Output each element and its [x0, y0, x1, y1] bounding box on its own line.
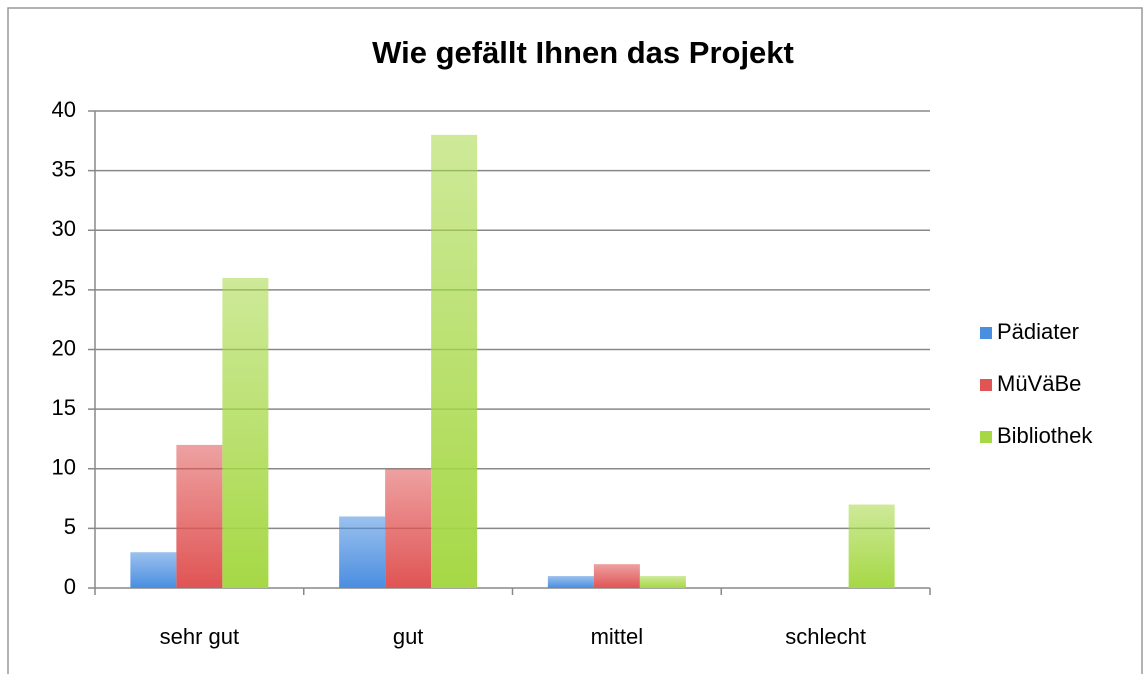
- x-tick-label: gut: [393, 624, 424, 649]
- y-tick-label: 0: [64, 574, 76, 599]
- y-tick-label: 40: [52, 97, 76, 122]
- bar: [431, 134, 478, 588]
- bar: [547, 576, 594, 588]
- y-tick-label: 35: [52, 156, 76, 181]
- legend-swatch: [980, 379, 992, 391]
- y-tick-label: 30: [52, 216, 76, 241]
- legend-swatch: [980, 327, 992, 339]
- legend-label: Pädiater: [997, 319, 1079, 344]
- chart-title: Wie gefällt Ihnen das Projekt: [372, 35, 794, 70]
- legend-swatch: [980, 431, 992, 443]
- bar: [848, 504, 895, 588]
- y-tick-label: 15: [52, 395, 76, 420]
- bar: [130, 552, 177, 588]
- y-tick-label: 25: [52, 276, 76, 301]
- legend-label: Bibliothek: [997, 423, 1093, 448]
- y-tick-label: 10: [52, 455, 76, 480]
- x-tick-label: schlecht: [785, 624, 866, 649]
- legend-label: MüVäBe: [997, 371, 1081, 396]
- x-tick-label: mittel: [591, 624, 644, 649]
- bar: [176, 444, 223, 588]
- chart-frame: [7, 7, 1143, 674]
- bar: [385, 468, 432, 588]
- bar: [222, 277, 269, 588]
- y-tick-label: 20: [52, 335, 76, 360]
- y-tick-label: 5: [64, 514, 76, 539]
- bar: [339, 516, 386, 588]
- bar: [639, 576, 686, 588]
- bar: [593, 564, 640, 588]
- x-tick-label: sehr gut: [160, 624, 240, 649]
